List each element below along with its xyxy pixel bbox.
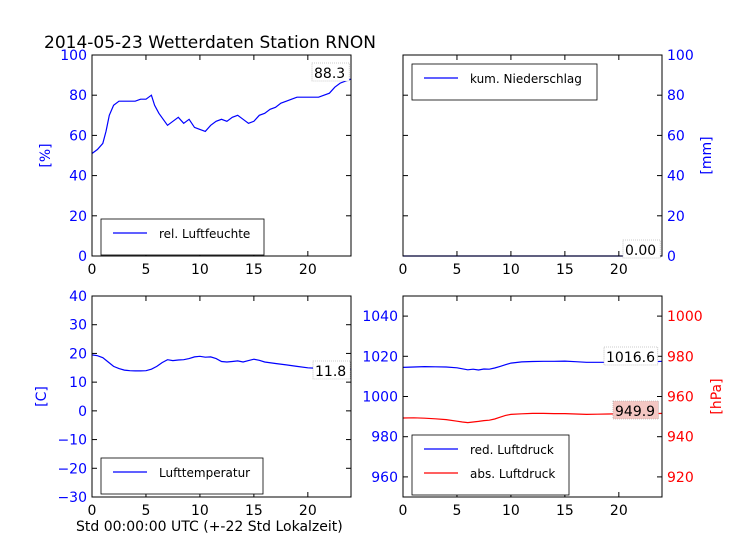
- humidity-xtick-label: 10: [191, 262, 209, 278]
- pressure-ytick-label: 960: [371, 470, 398, 486]
- temp-xtick-label: 0: [88, 503, 97, 519]
- pressure-red-annotation: 1016.6: [606, 350, 655, 366]
- precip-ytick-right-label: 100: [667, 48, 694, 64]
- pressure-xtick-label: 20: [610, 503, 628, 519]
- pressure-ytick-right-label: 980: [667, 349, 694, 365]
- precip-legend-box: [411, 63, 598, 101]
- temp-ytick-label: −30: [57, 490, 87, 506]
- pressure-red-annotation-box: [603, 346, 659, 366]
- temp-ytick-label: 0: [78, 404, 87, 420]
- temp-series-line: [91, 354, 352, 372]
- pressure-legend-label: abs. Luftdruck: [470, 467, 555, 481]
- temp-annotation-box: [312, 360, 351, 380]
- humidity-series-line: [91, 78, 352, 154]
- pressure-legend-label: red. Luftdruck: [470, 443, 554, 457]
- pressure-abs-series-line: [402, 412, 663, 424]
- temp-ytick-label: 30: [69, 318, 87, 334]
- humidity-frame: [91, 54, 352, 257]
- precip-annotation: 0.00: [625, 243, 656, 259]
- temp-frame: [91, 295, 352, 498]
- precip-xtick-label: 10: [502, 262, 520, 278]
- humidity-legend-label: rel. Luftfeuchte: [159, 227, 250, 241]
- precip-xtick-label: 15: [556, 262, 574, 278]
- pressure-xtick-label: 5: [452, 503, 461, 519]
- panel-precipitation: 0 5 10 15 20 0 20 40 60 80 100 [mm] kum. Niederschla…: [399, 48, 715, 278]
- temp-ytick-label: 10: [69, 375, 87, 391]
- pressure-abs-annotation-box: [612, 400, 659, 420]
- pressure-ytick-label: 1000: [362, 390, 398, 406]
- temp-ytick-label: −20: [57, 461, 87, 477]
- temp-ytick-label: −10: [57, 433, 87, 449]
- pressure-ytick-label: 1020: [362, 349, 398, 365]
- humidity-ytick-label: 40: [69, 169, 87, 185]
- precip-ylabel: [mm]: [699, 136, 715, 174]
- humidity-legend-box: [100, 218, 265, 256]
- pressure-legend-box: [411, 434, 570, 496]
- precip-ytick-right-label: 80: [667, 88, 685, 104]
- precip-xtick-label: 20: [610, 262, 628, 278]
- temp-xtick-label: 15: [245, 503, 263, 519]
- temp-annotation: 11.8: [315, 364, 346, 380]
- panel-humidity: 0 5 10 15 20 0 20 40 60 80 100 [%] rel. Luftfeuchte 8…: [38, 48, 352, 278]
- temp-legend-box: [100, 457, 264, 495]
- temp-ytick-label: 20: [69, 346, 87, 362]
- precip-ytick-right-label: 0: [667, 249, 676, 265]
- pressure-ytick-label: 1040: [362, 309, 398, 325]
- precip-legend-label: kum. Niederschlag: [470, 72, 582, 86]
- humidity-xtick-label: 0: [88, 262, 97, 278]
- precip-ytick-right-label: 40: [667, 169, 685, 185]
- pressure-ylabel-right: [hPa]: [709, 378, 725, 414]
- pressure-xtick-label: 15: [556, 503, 574, 519]
- humidity-ytick-label: 20: [69, 209, 87, 225]
- precip-xtick-label: 0: [399, 262, 408, 278]
- humidity-xtick-label: 5: [141, 262, 150, 278]
- humidity-xtick-label: 15: [245, 262, 263, 278]
- pressure-ytick-right-label: 920: [667, 470, 694, 486]
- temp-xtick-label: 5: [141, 503, 150, 519]
- temp-ylabel: [C]: [34, 386, 50, 407]
- humidity-xtick-label: 20: [299, 262, 317, 278]
- figure-title: 2014-05-23 Wetterdaten Station RNON: [44, 33, 376, 53]
- humidity-ytick-label: 0: [78, 249, 87, 265]
- humidity-ytick-label: 80: [69, 88, 87, 104]
- precip-ytick-right-label: 20: [667, 209, 685, 225]
- panel-temperature: 0 5 10 15 20 −30 −20 −10 0 10 20 30 40 [C] Lufttempera…: [34, 289, 352, 519]
- pressure-ytick-right-label: 940: [667, 430, 694, 446]
- temp-xtick-label: 10: [191, 503, 209, 519]
- humidity-ytick-label: 100: [60, 48, 87, 64]
- pressure-xtick-label: 10: [502, 503, 520, 519]
- humidity-ylabel: [%]: [38, 143, 54, 167]
- precip-frame: [402, 54, 663, 257]
- pressure-ytick-right-label: 1000: [667, 309, 703, 325]
- x-axis-label: Std 00:00:00 UTC (+-22 Std Lokalzeit): [76, 519, 343, 535]
- temp-legend-label: Lufttemperatur: [159, 466, 250, 480]
- precip-xtick-label: 5: [452, 262, 461, 278]
- pressure-ytick-right-label: 960: [667, 390, 694, 406]
- humidity-annotation: 88.3: [314, 66, 345, 82]
- temp-ytick-label: 40: [69, 289, 87, 305]
- precip-ytick-right-label: 60: [667, 128, 685, 144]
- pressure-ytick-label: 980: [371, 430, 398, 446]
- panel-pressure: 0 5 10 15 20 960 980 1000 1020 1040 920 940 960 980 10…: [362, 295, 725, 519]
- humidity-ytick-label: 60: [69, 128, 87, 144]
- precip-annotation-box: [622, 239, 661, 259]
- pressure-xtick-label: 0: [399, 503, 408, 519]
- temp-xtick-label: 20: [299, 503, 317, 519]
- pressure-abs-annotation: 949.9: [615, 404, 655, 420]
- humidity-annotation-box: [311, 62, 350, 82]
